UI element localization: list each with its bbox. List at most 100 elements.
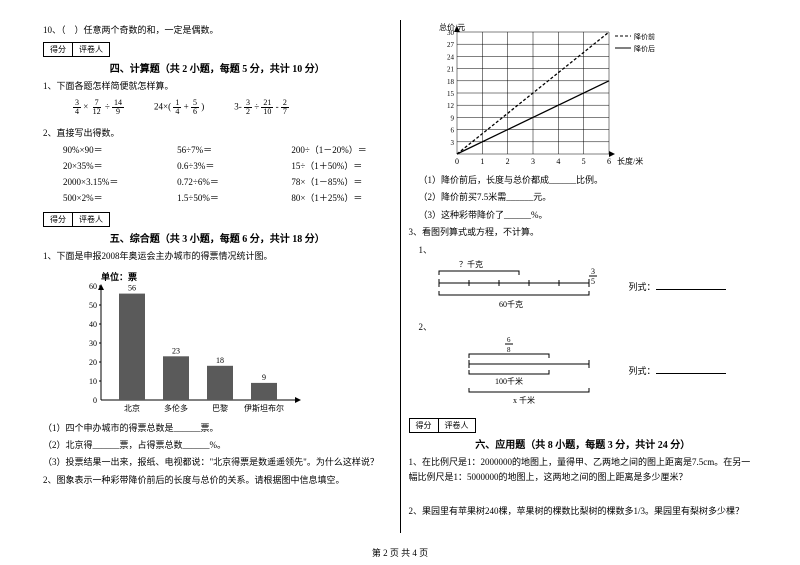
svg-text:15: 15	[447, 90, 455, 98]
graph-sub1: （1）降价前后，长度与总价都成______比例。	[419, 173, 758, 187]
bar-chart: 单位：票010203040506056北京23多伦多18巴黎9伊斯坦布尔	[73, 268, 303, 418]
graph-sub2: （2）降价前买7.5米需______元。	[419, 190, 758, 204]
left-column: 10、（ ）任意两个奇数的和，一定是偶数。 得分 评卷人 四、计算题（共 2 小…	[35, 20, 401, 533]
svg-text:60千克: 60千克	[499, 299, 523, 309]
svg-text:9: 9	[450, 114, 454, 122]
svg-text:21: 21	[447, 66, 455, 74]
svg-text:18: 18	[447, 78, 455, 86]
svg-text:27: 27	[447, 41, 455, 49]
svg-text:0: 0	[455, 157, 459, 166]
svg-text:12: 12	[447, 102, 455, 110]
eq-1a: 34 × 712 ÷ 149	[73, 99, 124, 116]
svg-text:3: 3	[531, 157, 535, 166]
svg-text:18: 18	[216, 355, 224, 364]
page: 10、（ ）任意两个奇数的和，一定是偶数。 得分 评卷人 四、计算题（共 2 小…	[0, 0, 800, 548]
calc-cell: 15÷（1＋50%）＝	[291, 159, 391, 172]
score-cell: 得分	[44, 43, 73, 56]
calc-cell: 500×2%＝	[63, 191, 163, 204]
svg-text:23: 23	[172, 346, 180, 355]
sec5-sub3: （3）投票结果一出来，报纸、电视都说："北京得票是数遥遥领先"。为什么这样说？	[43, 455, 392, 469]
sec5-sub2: （2）北京得______票，占得票总数______%。	[43, 438, 392, 452]
sec4-q2: 2、直接写出得数。	[43, 126, 392, 140]
q3-2-label: 2、	[419, 320, 758, 334]
svg-text:40: 40	[89, 320, 97, 329]
svg-text:北京: 北京	[124, 403, 140, 413]
diagram-1-label: 列式：	[629, 280, 726, 293]
svg-text:60: 60	[89, 282, 97, 291]
svg-text:伊斯坦布尔: 伊斯坦布尔	[244, 403, 284, 413]
calc-cell: 56÷7%＝	[177, 143, 277, 156]
diagram-1-row: ？千克 35 60千克 列式：	[429, 257, 758, 317]
svg-text:1: 1	[480, 157, 484, 166]
sec5-q2: 2、图象表示一种彩带降价前后的长度与总价的关系。请根据图中信息填空。	[43, 473, 392, 487]
diagram-1: ？千克 35 60千克	[429, 257, 609, 317]
svg-text:5: 5	[581, 157, 585, 166]
sec6-q2: 2、果园里有苹果树240棵，苹果树的棵数比梨树的棵数多1/3。果园里有梨树多少棵…	[409, 504, 758, 518]
section-4-title: 四、计算题（共 2 小题，每题 5 分，共计 10 分）	[43, 60, 392, 75]
section-6-title: 六、应用题（共 8 小题，每题 3 分，共计 24 分）	[409, 436, 758, 451]
svg-text:x 千米: x 千米	[513, 395, 535, 405]
score-cell: 得分	[44, 213, 73, 226]
svg-text:2: 2	[505, 157, 509, 166]
calc-cell: 0.72÷6%＝	[177, 175, 277, 188]
svg-text:降价前: 降价前	[634, 32, 655, 41]
sec6-q1: 1、在比例尺是1：2000000的地图上，量得甲、乙两地之间的图上距离是7.5c…	[409, 455, 758, 484]
svg-text:巴黎: 巴黎	[212, 403, 228, 413]
sec5-sub1: （1）四个申办城市的得票总数是______票。	[43, 421, 392, 435]
svg-text:长度/米: 长度/米	[617, 156, 643, 166]
score-box-5: 得分 评卷人	[43, 212, 110, 227]
diagram-2-row: 6 8 100千米 x 千米 列式：	[429, 334, 758, 406]
svg-text:6: 6	[450, 127, 454, 135]
calc-cell: 90%×90＝	[63, 143, 163, 156]
calc-cell: 80×（1＋25%）＝	[291, 191, 391, 204]
calc-cell: 0.6÷3%＝	[177, 159, 277, 172]
svg-text:30: 30	[89, 339, 97, 348]
line-chart: 012345636912151821242730总价/元长度/米降价前降价后	[429, 20, 659, 170]
svg-text:24: 24	[447, 53, 455, 61]
svg-text:多伦多: 多伦多	[164, 403, 188, 413]
score-box-6: 得分 评卷人	[409, 418, 476, 433]
score-box: 得分 评卷人	[43, 42, 110, 57]
calc-cell: 2000×3.15%＝	[63, 175, 163, 188]
sec5-q1: 1、下面是申报2008年奥运会主办城市的得票情况统计图。	[43, 249, 392, 263]
calc-grid: 90%×90＝ 56÷7%＝ 200÷（1－20%）＝ 20×35%＝ 0.6÷3%＝ 1…	[63, 143, 392, 204]
eq-1c: 3- 32 ÷ 2110 - 27	[234, 99, 289, 116]
svg-text:56: 56	[128, 283, 136, 292]
calc-cell: 200÷（1－20%）＝	[291, 143, 391, 156]
diagram-2: 6 8 100千米 x 千米	[429, 334, 609, 406]
svg-text:3: 3	[591, 267, 595, 276]
svg-text:10: 10	[89, 377, 97, 386]
graph-sub3: （3）这种彩带降价了______%。	[419, 208, 758, 222]
svg-text:20: 20	[89, 358, 97, 367]
svg-text:5: 5	[591, 277, 595, 286]
grader-cell: 评卷人	[439, 419, 475, 432]
svg-text:3: 3	[450, 139, 454, 147]
svg-text:9: 9	[262, 372, 266, 381]
svg-text:单位：票: 单位：票	[101, 271, 137, 282]
equation-row: 34 × 712 ÷ 149 24×( 14 + 56 ) 3- 32 ÷ 21…	[73, 99, 392, 116]
diagram-2-label: 列式：	[629, 364, 726, 377]
q3-1-label: 1、	[419, 243, 758, 257]
svg-text:6: 6	[507, 336, 511, 344]
right-column: 012345636912151821242730总价/元长度/米降价前降价后 （…	[401, 20, 766, 533]
score-cell: 得分	[410, 419, 439, 432]
svg-text:6: 6	[607, 157, 611, 166]
calc-cell: 1.5÷50%＝	[177, 191, 277, 204]
svg-text:50: 50	[89, 301, 97, 310]
question-10: 10、（ ）任意两个奇数的和，一定是偶数。	[43, 23, 392, 37]
section-5-title: 五、综合题（共 3 小题，每题 6 分，共计 18 分）	[43, 230, 392, 245]
svg-text:总价/元: 总价/元	[439, 22, 465, 32]
grader-cell: 评卷人	[73, 213, 109, 226]
svg-text:8: 8	[507, 346, 511, 354]
svg-text:100千米: 100千米	[495, 376, 523, 386]
calc-cell: 78×（1－85%）＝	[291, 175, 391, 188]
sec4-q1: 1、下面各题怎样简便就怎样算。	[43, 79, 392, 93]
sec5-q3: 3、看图列算式或方程，不计算。	[409, 225, 758, 239]
svg-text:降价后: 降价后	[634, 44, 655, 53]
calc-cell: 20×35%＝	[63, 159, 163, 172]
svg-text:4: 4	[556, 157, 560, 166]
eq-1b: 24×( 14 + 56 )	[154, 99, 204, 116]
grader-cell: 评卷人	[73, 43, 109, 56]
page-footer: 第 2 页 共 4 页	[0, 546, 800, 559]
svg-text:？千克: ？千克	[459, 259, 483, 269]
